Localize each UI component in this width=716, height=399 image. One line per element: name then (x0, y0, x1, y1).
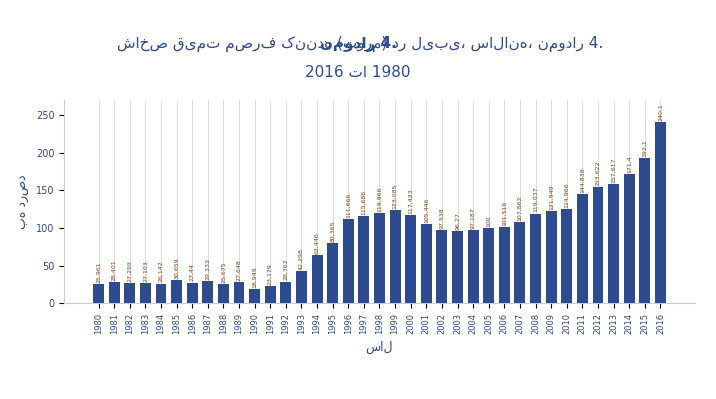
Text: 171,4: 171,4 (626, 155, 632, 173)
Text: 42,298: 42,298 (299, 248, 304, 270)
Text: 124,966: 124,966 (564, 182, 569, 208)
Text: 28,401: 28,401 (112, 259, 117, 281)
Text: 63,446: 63,446 (314, 233, 319, 254)
Text: 144,838: 144,838 (580, 167, 585, 193)
Bar (187, 282, 198, 303)
Bar (405, 215, 416, 303)
Bar (499, 227, 510, 303)
Bar (608, 184, 619, 303)
Text: 25,961: 25,961 (96, 261, 101, 282)
X-axis label: سال: سال (366, 341, 393, 354)
Bar (639, 158, 650, 303)
Bar (155, 284, 166, 303)
Text: 23,179: 23,179 (268, 263, 273, 284)
Bar (249, 289, 260, 303)
Bar (233, 282, 244, 303)
Bar (561, 209, 572, 303)
Bar (327, 243, 338, 303)
Text: 115,686: 115,686 (362, 190, 367, 215)
Bar (624, 174, 634, 303)
Y-axis label: به درصد: به درصد (16, 174, 29, 229)
Text: 240,1: 240,1 (658, 103, 663, 121)
Text: 28,762: 28,762 (284, 259, 289, 280)
Text: 101,516: 101,516 (502, 200, 507, 225)
Bar (390, 211, 400, 303)
Text: 26,142: 26,142 (158, 261, 163, 282)
Text: 100: 100 (486, 215, 491, 227)
Text: 119,037: 119,037 (533, 187, 538, 212)
Bar (546, 211, 556, 303)
Bar (593, 188, 604, 303)
Text: 30,659: 30,659 (174, 257, 179, 279)
Text: 153,622: 153,622 (596, 161, 601, 186)
Text: شاخص قیمت مصرف کننده (تورم) در لیبی، سالانه، نمودار 4.: شاخص قیمت مصرف کننده (تورم) در لیبی، سال… (112, 36, 604, 52)
Text: 97,187: 97,187 (470, 207, 475, 229)
Bar (483, 228, 494, 303)
Text: 107,862: 107,862 (518, 196, 523, 221)
Text: 119,966: 119,966 (377, 186, 382, 212)
Bar (452, 231, 463, 303)
Bar (265, 286, 276, 303)
Text: شاخص قیمت مصرف کننده (تورم) در لیبی، سالانه، نمودار 4.: شاخص قیمت مصرف کننده (تورم) در لیبی، سال… (112, 36, 604, 52)
Bar (281, 282, 291, 303)
Bar (140, 283, 151, 303)
Bar (218, 284, 229, 303)
Text: 121,949: 121,949 (548, 184, 553, 210)
Text: 80,365: 80,365 (330, 220, 335, 241)
Text: 18,949: 18,949 (252, 266, 257, 288)
Text: 157,617: 157,617 (611, 158, 616, 183)
Bar (171, 280, 182, 303)
Bar (343, 219, 354, 303)
Text: 111,666: 111,666 (346, 193, 351, 218)
Bar (437, 230, 448, 303)
Bar (203, 281, 213, 303)
Bar (374, 213, 385, 303)
Text: 117,423: 117,423 (408, 188, 413, 213)
Bar (530, 213, 541, 303)
Text: 27,648: 27,648 (236, 259, 241, 281)
Text: 25,675: 25,675 (221, 261, 226, 283)
Text: 105,446: 105,446 (424, 197, 429, 223)
Bar (515, 222, 526, 303)
Text: 123,085: 123,085 (392, 184, 397, 209)
Text: 29,232: 29,232 (205, 258, 211, 280)
Bar (655, 122, 666, 303)
Text: 27,103: 27,103 (143, 260, 148, 282)
Bar (125, 283, 135, 303)
Bar (311, 255, 322, 303)
Text: نمودار 4.: نمودار 4. (319, 36, 397, 52)
Text: 27,44: 27,44 (190, 263, 195, 281)
Text: 96,27: 96,27 (455, 212, 460, 229)
Text: 27,259: 27,259 (127, 260, 132, 282)
Text: 192,1: 192,1 (642, 140, 647, 157)
Bar (468, 230, 478, 303)
Bar (93, 284, 104, 303)
Text: 2016 تا 1980: 2016 تا 1980 (305, 65, 411, 80)
Bar (577, 194, 588, 303)
Bar (296, 271, 307, 303)
Bar (109, 282, 120, 303)
Bar (421, 224, 432, 303)
Text: 97,538: 97,538 (440, 207, 445, 229)
Bar (359, 216, 369, 303)
